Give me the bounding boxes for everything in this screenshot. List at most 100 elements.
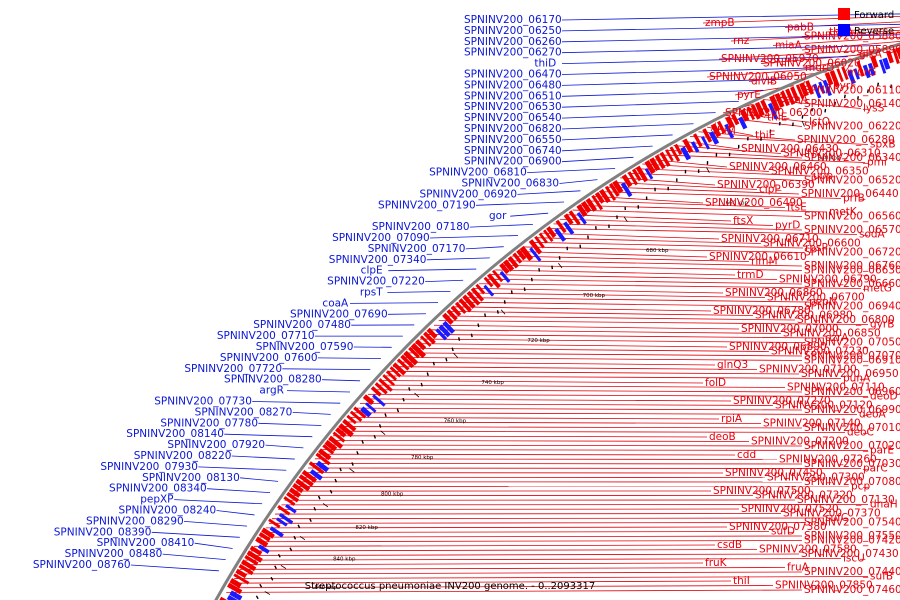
tick-label: 700 kbp <box>583 293 606 299</box>
forward-gene-label: sufB <box>870 571 893 583</box>
forward-gene-label: divIB <box>751 76 777 88</box>
forward-gene-feature <box>298 474 314 487</box>
reverse-gene-label: SPNINV200_07590 <box>256 341 354 353</box>
reverse-gene-feature <box>847 70 856 85</box>
forward-leader-line <box>453 306 712 312</box>
reverse-gene-label: SPNINV200_07170 <box>368 243 466 255</box>
reverse-leader-line <box>561 34 900 43</box>
forward-gene-feature <box>338 423 354 438</box>
feature-mark <box>396 408 400 413</box>
forward-gene-label: SPNINV200_06720 <box>804 247 900 259</box>
reverse-leader-line <box>469 223 533 228</box>
reverse-gene-label: SPNINV200_06900 <box>464 156 562 168</box>
forward-leader-line <box>801 29 900 37</box>
forward-gene-feature <box>608 182 620 197</box>
forward-gene-label: fruK <box>705 557 728 569</box>
reverse-gene-label: SPNINV200_07480 <box>253 319 351 331</box>
forward-gene-feature <box>604 185 617 201</box>
forward-gene-feature <box>233 573 250 585</box>
reverse-leader-line <box>322 379 361 382</box>
tick-mark <box>706 167 710 173</box>
feature-mark <box>402 397 405 402</box>
forward-leader-line <box>458 301 803 307</box>
feature-mark <box>484 313 487 318</box>
forward-gene-feature <box>219 596 227 600</box>
reverse-leader-line <box>387 291 451 293</box>
feature-mark <box>378 424 382 428</box>
forward-gene-feature <box>423 331 436 345</box>
forward-gene-label: SPNINV200_07850 <box>775 580 873 592</box>
forward-gene-feature <box>785 88 796 106</box>
reverse-gene-label: SPNINV200_08240 <box>119 505 217 517</box>
feature-mark <box>289 547 293 552</box>
forward-gene-feature <box>382 374 396 387</box>
forward-leader-line <box>500 264 803 271</box>
forward-leader-line <box>333 435 708 438</box>
reverse-leader-line <box>465 246 504 250</box>
forward-gene-label: SPNINV200_07550 <box>804 530 900 542</box>
reverse-gene-feature <box>372 394 386 407</box>
forward-gene-feature <box>730 113 740 126</box>
reverse-gene-feature <box>269 526 284 538</box>
forward-gene-feature <box>426 327 438 339</box>
forward-gene-label: rpsP <box>805 242 828 254</box>
forward-gene-feature <box>502 259 515 272</box>
reverse-leader-line <box>231 455 295 460</box>
forward-gene-label: SPNINV200_05880 <box>804 31 900 43</box>
forward-gene-feature <box>612 179 624 194</box>
forward-gene-label: metK <box>829 206 858 218</box>
feature-mark <box>270 576 274 581</box>
forward-gene-label: pyrE <box>737 89 761 101</box>
forward-gene-feature <box>528 239 543 255</box>
forward-leader-line <box>484 278 803 285</box>
forward-leader-line <box>673 145 782 154</box>
forward-leader-line <box>506 260 803 267</box>
forward-gene-label: rnz <box>733 35 750 47</box>
forward-gene-feature <box>870 55 879 69</box>
feature-mark <box>477 323 480 328</box>
reverse-gene-feature <box>867 62 876 77</box>
forward-gene-label: SPNINV200_06440 <box>801 188 899 200</box>
forward-gene-label: thiI <box>733 575 750 587</box>
forward-gene-label: SPNINV200_07420 <box>804 535 900 547</box>
forward-leader-line <box>372 389 803 393</box>
reverse-gene-label: SPNINV200_07720 <box>184 363 282 375</box>
forward-gene-feature <box>470 287 485 302</box>
reverse-leader-line <box>510 212 549 217</box>
forward-gene-feature <box>892 48 900 64</box>
tick-label: 760 kbp <box>444 418 467 424</box>
forward-gene-feature <box>353 406 367 419</box>
reverse-leader-line <box>387 313 426 315</box>
forward-gene-label: SPNINV200_06220 <box>804 121 900 133</box>
forward-leader-line <box>606 186 800 195</box>
forward-leader-line <box>689 135 869 145</box>
forward-leader-line <box>559 218 774 226</box>
forward-gene-feature <box>328 435 344 449</box>
reverse-leader-line <box>561 67 818 75</box>
forward-leader-line <box>760 53 878 64</box>
forward-leader-line <box>511 255 750 262</box>
forward-gene-label: fruA <box>787 562 810 574</box>
forward-gene-feature <box>836 68 844 83</box>
reverse-gene-label: SPNINV200_08280 <box>224 374 322 386</box>
forward-gene-feature <box>594 191 605 204</box>
forward-gene-label: parC <box>863 463 888 475</box>
forward-gene-feature <box>342 418 357 432</box>
forward-leader-line <box>344 421 762 424</box>
forward-leader-line <box>535 237 762 244</box>
reverse-gene-label: SPNINV200_08130 <box>142 472 240 484</box>
forward-gene-feature <box>308 461 325 475</box>
feature-mark <box>408 387 411 391</box>
forward-leader-line <box>599 191 842 199</box>
reverse-gene-label: SPNINV200_08340 <box>109 483 207 495</box>
reverse-gene-feature <box>438 324 451 338</box>
tick-label: 840 kbp <box>333 557 356 563</box>
feature-mark <box>496 310 499 314</box>
reverse-leader-line <box>561 156 634 163</box>
forward-gene-feature <box>249 545 263 556</box>
forward-gene-feature <box>829 70 840 88</box>
forward-gene-label: sodA <box>859 229 886 241</box>
reverse-gene-label: SPNINV200_06920 <box>419 188 517 200</box>
forward-gene-label: SPNINV200_07580 <box>759 544 857 556</box>
tick-label: 640 kbp <box>818 156 841 162</box>
